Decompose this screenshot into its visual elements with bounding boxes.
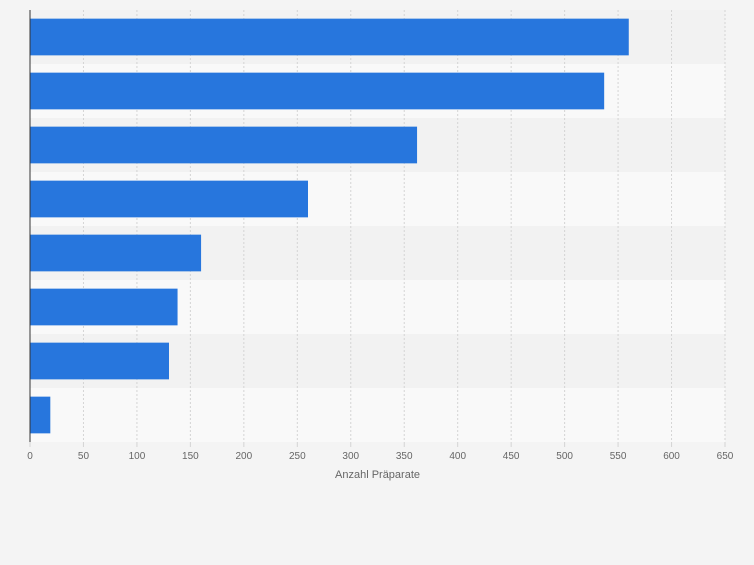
bar — [30, 342, 169, 380]
x-tick-label: 500 — [556, 451, 573, 462]
x-axis-label: Anzahl Präparate — [335, 469, 420, 481]
x-tick-label: 600 — [663, 451, 680, 462]
x-tick-label: 250 — [289, 451, 306, 462]
row-band — [30, 388, 725, 442]
x-tick-label: 50 — [78, 451, 90, 462]
bar — [30, 234, 202, 272]
x-tick-label: 200 — [236, 451, 253, 462]
bar — [30, 288, 178, 326]
bars — [30, 18, 629, 434]
bar — [30, 396, 51, 434]
x-tick-label: 450 — [503, 451, 520, 462]
x-tick-label: 400 — [449, 451, 466, 462]
bar — [30, 126, 418, 164]
x-tick-label: 150 — [182, 451, 199, 462]
x-tick-label: 100 — [129, 451, 146, 462]
bar — [30, 72, 605, 110]
x-tick-label: 650 — [717, 451, 734, 462]
x-tick-label: 350 — [396, 451, 413, 462]
x-tick-label: 550 — [610, 451, 627, 462]
x-tick-label: 300 — [342, 451, 359, 462]
bar — [30, 180, 308, 218]
x-tick-labels: 0 50 100 150 200 250 300 350 400 450 500 550 600 650 — [27, 451, 734, 462]
bar — [30, 18, 629, 56]
x-tick-label: 0 — [27, 451, 33, 462]
